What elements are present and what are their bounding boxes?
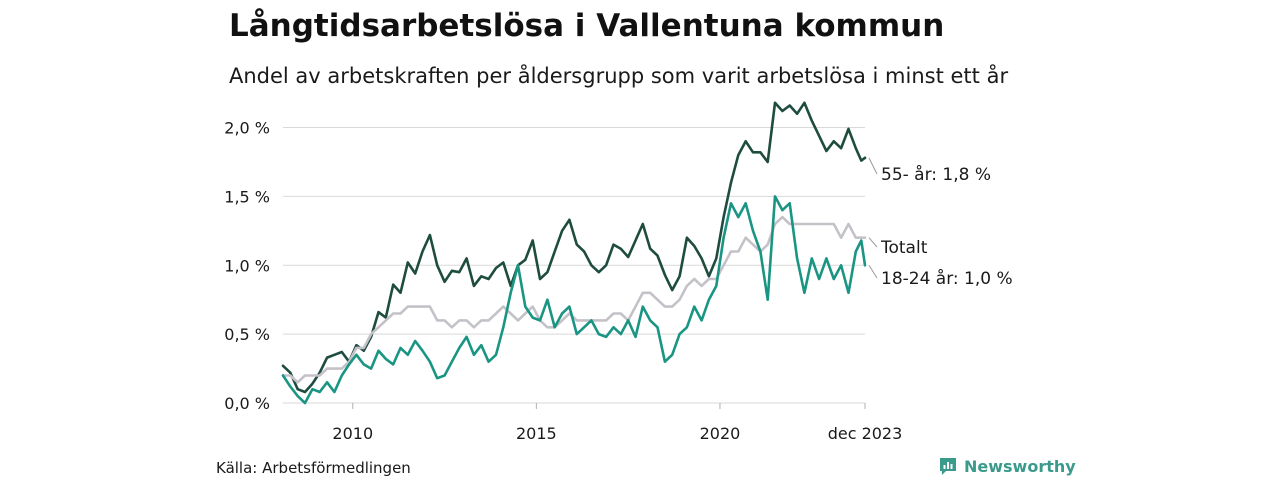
series-line-older bbox=[281, 101, 867, 394]
y-tick-label: 1,5 % bbox=[224, 187, 270, 206]
newsworthy-icon bbox=[940, 458, 956, 475]
x-tick-label: dec 2023 bbox=[828, 424, 903, 443]
x-tick-label: 2015 bbox=[516, 424, 557, 443]
x-tick-label: 2010 bbox=[332, 424, 373, 443]
brand-logo: Newsworthy bbox=[938, 456, 1076, 476]
series-end-labels: 55- år: 1,8 % Totalt 18-24 år: 1,0 % bbox=[868, 157, 1013, 289]
end-label-young: 18-24 år: 1,0 % bbox=[881, 268, 1013, 289]
brand-name: Newsworthy bbox=[964, 456, 1076, 476]
x-tick-label: 2020 bbox=[700, 424, 741, 443]
y-tick-label: 2,0 % bbox=[224, 119, 270, 138]
source-note: Källa: Arbetsförmedlingen bbox=[216, 459, 411, 477]
series-line-young bbox=[281, 195, 867, 405]
end-label-older: 55- år: 1,8 % bbox=[881, 164, 991, 185]
gridlines bbox=[283, 127, 865, 404]
end-label-total: Totalt bbox=[880, 238, 928, 258]
y-tick-label: 0,5 % bbox=[224, 325, 270, 344]
leader-line-total bbox=[868, 237, 878, 248]
y-tick-label: 0,0 % bbox=[224, 394, 270, 413]
series-line-total bbox=[281, 215, 867, 384]
leader-line-older bbox=[868, 157, 878, 175]
y-tick-label: 1,0 % bbox=[224, 256, 270, 275]
chart-title: Långtidsarbetslösa i Vallentuna kommun bbox=[229, 8, 945, 44]
leader-line-young bbox=[868, 265, 878, 279]
x-axis-ticks: 2010 2015 2020 dec 2023 bbox=[332, 403, 902, 443]
series-lines bbox=[281, 101, 867, 405]
y-axis-ticks: 0,0 % 0,5 % 1,0 % 1,5 % 2,0 % bbox=[224, 119, 270, 413]
chart-subtitle: Andel av arbetskraften per åldersgrupp s… bbox=[229, 64, 1009, 88]
